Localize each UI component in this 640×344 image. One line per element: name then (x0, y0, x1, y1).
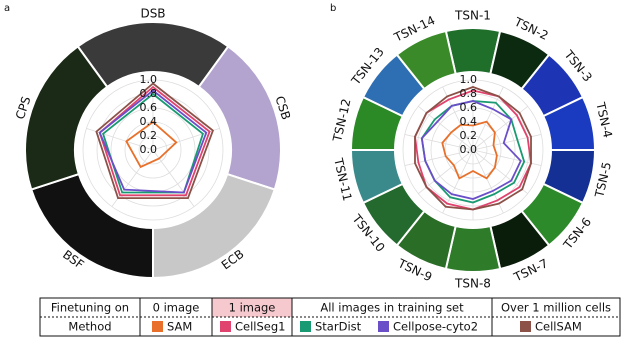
legend-swatch (520, 321, 531, 332)
table-header: 1 image (229, 301, 276, 315)
spoke (418, 149, 474, 194)
category-label: TSN-8 (454, 277, 491, 291)
series-polygon: StarDist (102, 92, 204, 194)
series-polygon: Cellpose-cyto2 (420, 100, 522, 200)
row-label: Method (68, 320, 111, 334)
legend-label: Cellpose-cyto2 (393, 320, 478, 334)
series-polygon: CellSAM (414, 86, 532, 211)
legend-swatch (300, 321, 311, 332)
r-tick-label: 0.8 (140, 87, 158, 100)
highlight-cell (212, 298, 292, 317)
spoke (472, 86, 504, 151)
category-label: TSN-1 (454, 9, 491, 23)
legend-label: CellSAM (535, 320, 582, 334)
r-tick-label: 0.6 (460, 101, 478, 114)
spoke (472, 149, 504, 214)
spoke (111, 149, 154, 207)
r-tick-label: 0.0 (140, 143, 158, 156)
table-header: All images in training set (320, 301, 464, 315)
legend-swatch (152, 321, 163, 332)
legend-swatch (378, 321, 389, 332)
spoke (442, 86, 474, 151)
series-polygon: Cellpose-cyto2 (98, 89, 208, 194)
spoke (86, 127, 154, 151)
table-header: Over 1 million cells (501, 301, 611, 315)
legend-table: Finetuning on 0 image 1 image All images… (39, 297, 621, 337)
spoke (152, 127, 220, 151)
r-tick-label: 0.2 (460, 129, 478, 142)
spoke (472, 134, 542, 151)
legend-label: StarDist (315, 320, 362, 334)
spoke (404, 149, 474, 166)
spoke (472, 149, 542, 166)
panel-label: b (330, 3, 336, 14)
legend-label: CellSeg1 (235, 320, 286, 334)
r-tick-label: 1.0 (460, 73, 478, 86)
image-tile (395, 29, 457, 91)
series-polygon: StarDist (420, 100, 526, 204)
series-polygon: SAM (125, 120, 178, 169)
legend-label: SAM (167, 320, 192, 334)
panel-label: a (4, 3, 10, 14)
spoke (404, 134, 474, 151)
r-tick-label: 0.0 (460, 143, 478, 156)
r-tick-label: 0.4 (140, 115, 158, 128)
legend-swatch (220, 321, 231, 332)
table-header: 0 image (153, 301, 200, 315)
image-tile (24, 45, 109, 191)
spoke (472, 149, 528, 194)
series-polygon: CellSAM (95, 82, 214, 200)
category-label: CPS (13, 95, 33, 121)
spoke (418, 106, 474, 151)
table-header: Finetuning on (51, 301, 129, 315)
r-tick-label: 1.0 (140, 73, 158, 86)
category-label: DSB (140, 7, 165, 21)
r-tick-label: 0.4 (460, 115, 478, 128)
r-tick-label: 0.8 (460, 87, 478, 100)
spoke (442, 149, 474, 214)
spoke (472, 106, 528, 151)
series-polygon: SAM (441, 120, 498, 180)
spoke (152, 149, 195, 207)
r-tick-label: 0.6 (140, 101, 158, 114)
r-tick-label: 0.2 (140, 129, 158, 142)
